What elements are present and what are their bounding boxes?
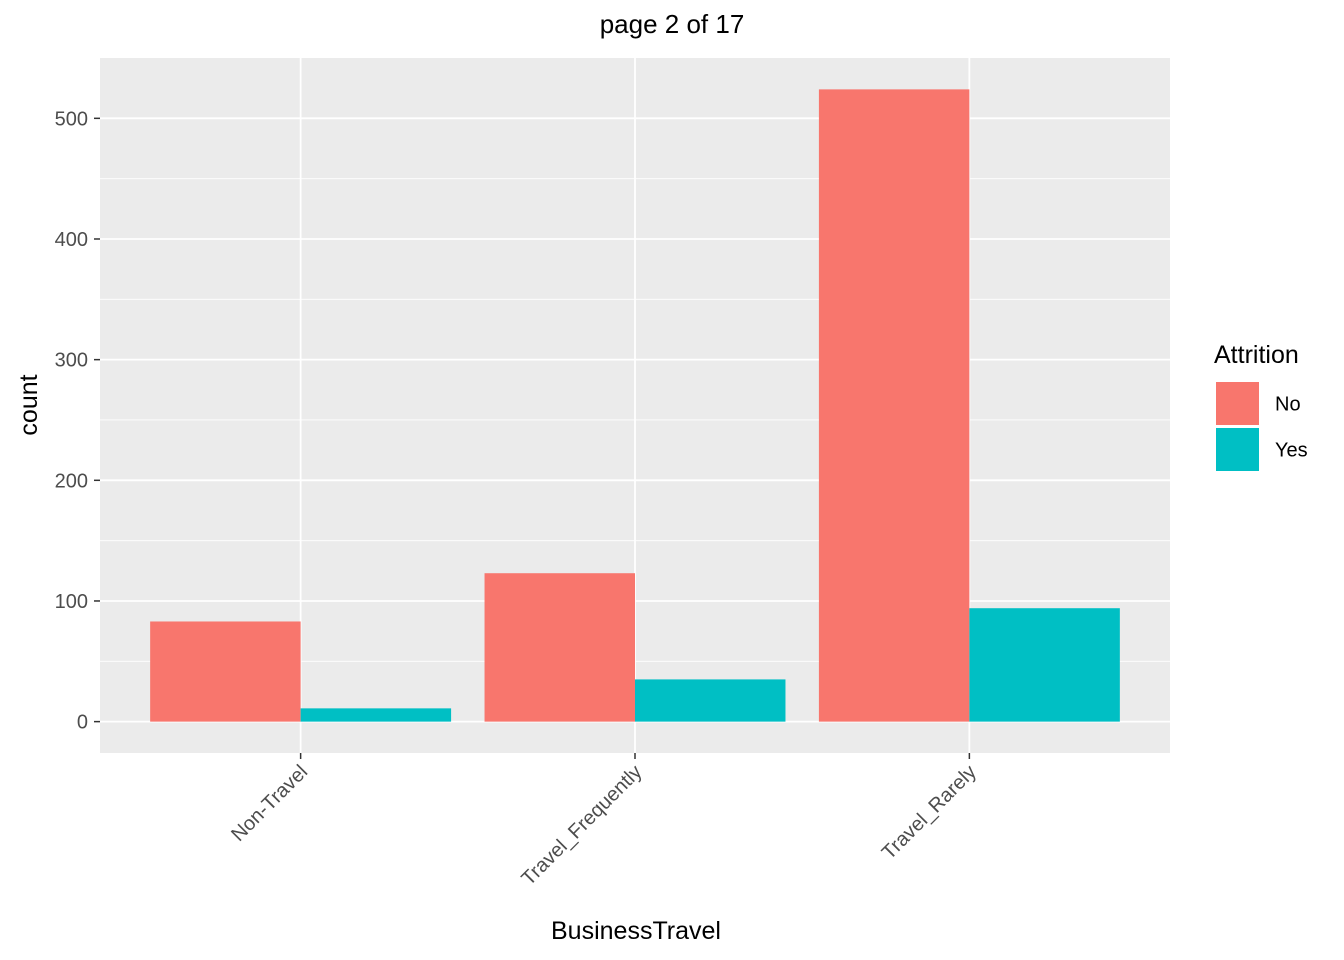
y-axis: 0 100 200 300 400 500 [55,108,100,734]
y-tick-label: 300 [55,350,88,372]
x-tick-label: Travel_Rarely [878,761,981,864]
x-tick-label: Travel_Frequently [518,761,647,890]
x-axis-title: BusinessTravel [551,917,721,945]
legend-swatch-no [1216,382,1259,425]
y-tick-label: 500 [55,108,88,130]
legend-title: Attrition [1214,341,1299,369]
bar-yes-non-travel [300,708,452,722]
bar-no-travel_frequently [484,573,635,722]
bars [150,89,1120,722]
legend-label-yes: Yes [1275,440,1308,462]
legend-swatch-yes [1216,428,1259,471]
y-tick-label: 0 [77,712,88,734]
legend: Attrition No Yes [1214,341,1308,471]
y-axis-title: count [15,374,43,435]
legend-label-no: No [1275,394,1301,416]
bar-yes-travel_frequently [635,679,786,722]
bar-yes-travel_rarely [969,608,1120,722]
x-axis: Non-Travel Travel_Frequently Travel_Rarely [227,753,981,890]
y-tick-label: 100 [55,591,88,613]
y-tick-label: 200 [55,470,88,492]
x-tick-label: Non-Travel [227,761,312,846]
chart-title: page 2 of 17 [600,9,745,39]
legend-items: No Yes [1216,382,1308,471]
bar-no-non-travel [150,621,301,722]
y-tick-label: 400 [55,229,88,251]
bar-no-travel_rarely [818,89,970,722]
